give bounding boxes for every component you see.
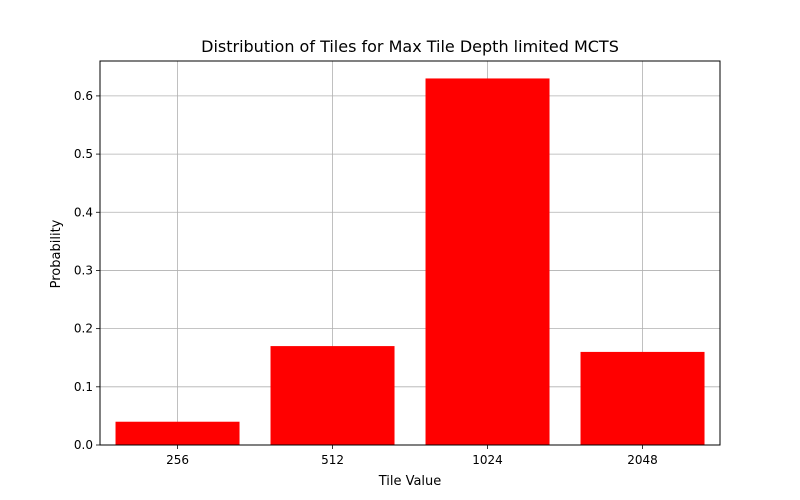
x-tick-label: 256 <box>166 453 189 467</box>
y-tick-label: 0.2 <box>74 322 93 336</box>
bar-256 <box>115 421 240 445</box>
y-axis-ticks: 0.0 0.1 0.2 0.3 0.4 0.5 0.6 <box>74 89 100 452</box>
plot-frame <box>99 60 721 446</box>
chart-title: Distribution of Tiles for Max Tile Depth… <box>201 37 619 56</box>
x-tick-label: 512 <box>321 453 344 467</box>
y-axis-label: Probability <box>49 219 64 288</box>
y-tick-label: 0.4 <box>74 205 93 219</box>
y-tick-label: 0.6 <box>74 89 93 103</box>
bar-1024 <box>425 78 550 446</box>
x-axis-ticks: 256 512 1024 2048 <box>166 445 658 467</box>
y-tick-label: 0.5 <box>74 147 93 161</box>
y-tick-label: 0.1 <box>74 380 93 394</box>
y-tick-label: 0.0 <box>74 438 93 452</box>
bar-512 <box>270 346 395 445</box>
bar-2048 <box>580 351 705 445</box>
x-axis-label: Tile Value <box>378 474 442 489</box>
x-tick-label: 2048 <box>627 453 658 467</box>
y-tick-label: 0.3 <box>74 263 93 277</box>
bars <box>115 78 705 446</box>
x-tick-label: 1024 <box>472 453 503 467</box>
